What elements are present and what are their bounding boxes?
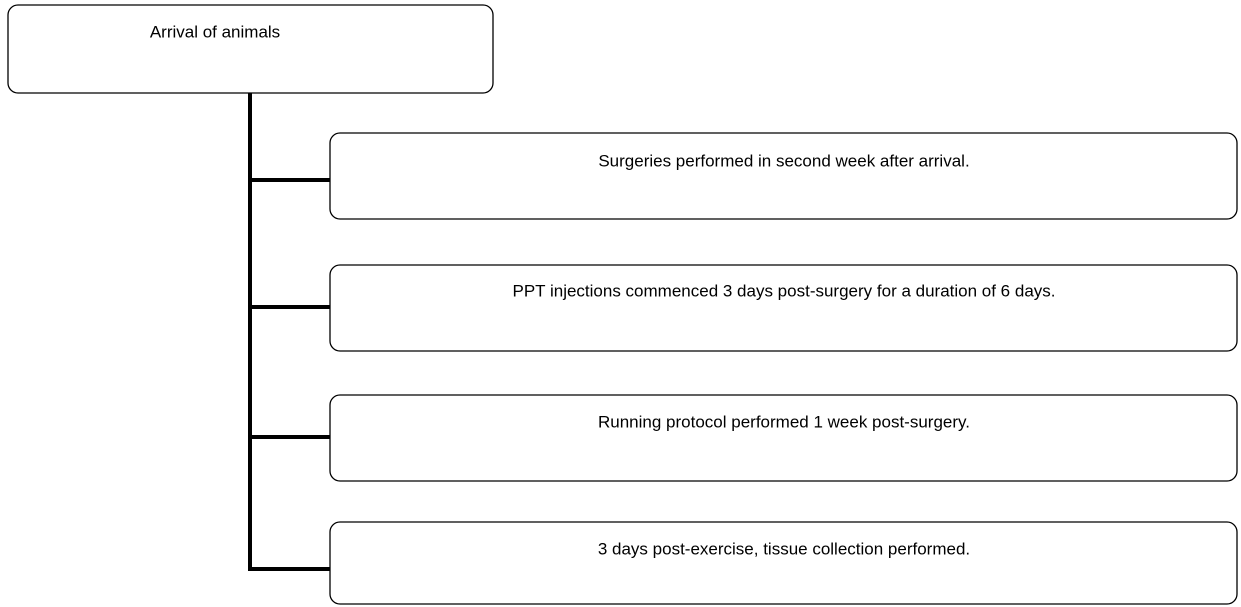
node-label: PPT injections commenced 3 days post-sur…	[512, 281, 1055, 300]
node-label: Arrival of animals	[150, 22, 280, 41]
connector	[248, 93, 330, 571]
node-box	[329, 394, 1238, 482]
node-label: Running protocol performed 1 week post-s…	[598, 412, 970, 431]
node-box	[329, 521, 1238, 605]
node-box	[329, 132, 1238, 220]
node-box	[329, 264, 1238, 352]
node-label: Surgeries performed in second week after…	[598, 151, 969, 170]
node-label: 3 days post-exercise, tissue collection …	[598, 539, 970, 558]
node-box	[7, 4, 494, 94]
